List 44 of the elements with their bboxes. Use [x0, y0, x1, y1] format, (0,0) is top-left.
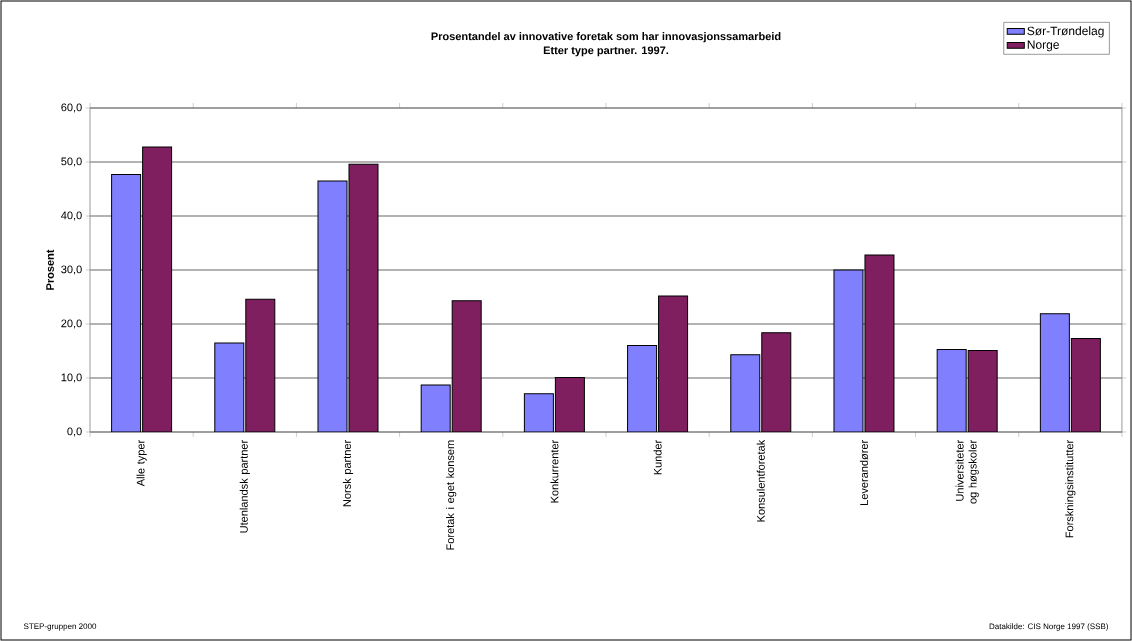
legend-label: Sør-Trøndelag: [1027, 26, 1104, 38]
x-tick-label: Leverandører: [859, 439, 869, 505]
bar: [214, 342, 245, 432]
y-tick-label: 40,0: [61, 211, 82, 221]
bar: [245, 298, 276, 432]
y-tick-label: 20,0: [61, 319, 82, 329]
text: Datakilde: CIS Norge 1997 (SSB): [989, 623, 1108, 631]
legend-label: Norge: [1027, 40, 1059, 52]
bar: [451, 300, 482, 432]
bar: [420, 384, 451, 432]
bar: [761, 332, 792, 432]
bar: [627, 345, 658, 432]
bar: [967, 349, 998, 432]
x-tick-label: Alle typer: [136, 439, 147, 487]
bar: [1070, 338, 1101, 432]
y-tick-label: 30,0: [61, 265, 82, 275]
x-tick-label: Forskningsinstitutter: [1065, 439, 1076, 538]
x-tick-label: Konkurrenter: [550, 439, 559, 503]
x-tick-label: Universiteter og høgskoler: [955, 439, 979, 504]
x-tick-label: Norsk partner: [342, 440, 354, 507]
y-tick-label: 60,0: [61, 103, 82, 113]
bar: [864, 254, 895, 432]
y-tick-label: 10,0: [61, 373, 82, 383]
bar: [555, 377, 585, 432]
text: STEP-gruppen 2000: [23, 623, 97, 631]
chart-subtitle: Etter type partner. 1997.: [543, 46, 669, 57]
bar: [524, 393, 554, 432]
chart-title: Prosentandel av innovative foretak som har innovasjonssamarbeid: [431, 32, 781, 43]
bar: [730, 354, 761, 432]
bar: [658, 295, 689, 432]
y-tick-label: 0,0: [67, 427, 82, 437]
bar: [348, 163, 379, 432]
bar: [936, 348, 967, 432]
x-tick-label: Utenlandsk partner: [239, 440, 250, 533]
x-tick-label: Kunder: [653, 439, 662, 475]
bar: [1039, 313, 1070, 432]
bar: [142, 146, 173, 432]
x-tick-label: Konsulentforetak: [756, 439, 765, 522]
bar: [317, 180, 348, 432]
y-axis-title: Prosent: [46, 249, 54, 290]
bar: [111, 173, 142, 432]
bar: [833, 269, 864, 432]
y-tick-label: 50,0: [61, 157, 82, 167]
x-tick-label: Foretak i eget konsem: [446, 440, 457, 550]
